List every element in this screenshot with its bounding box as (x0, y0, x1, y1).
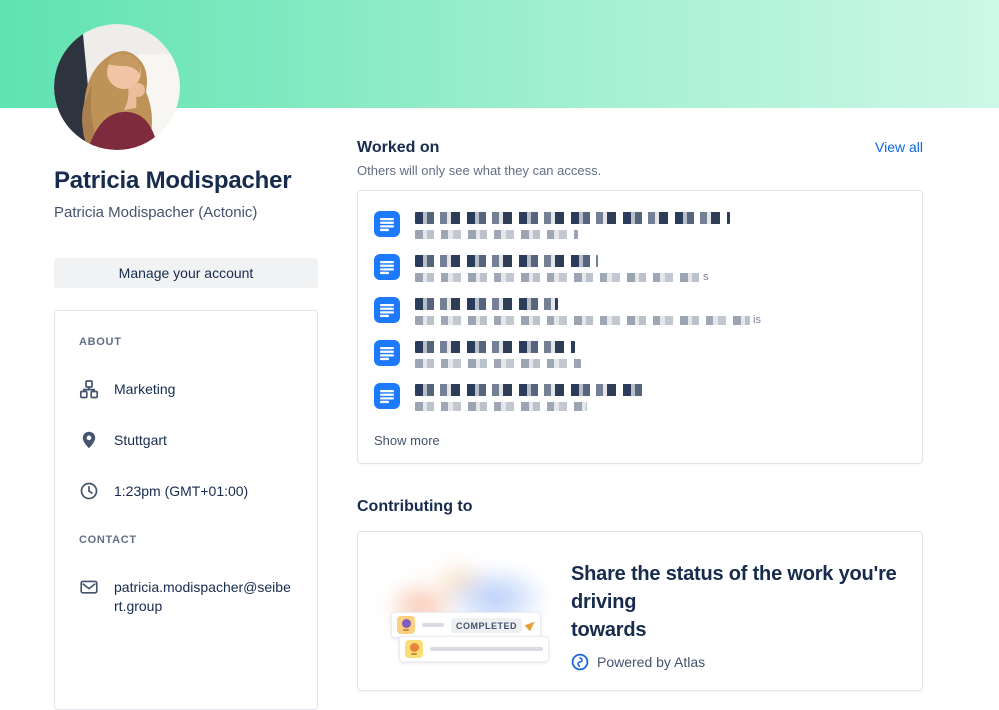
document-icon (374, 297, 400, 323)
worked-on-item[interactable] (358, 211, 922, 239)
worked-on-item[interactable] (358, 383, 922, 411)
mini-avatar-icon (405, 640, 423, 658)
contributing-to-card: COMPLETED Share the status of the work y… (357, 531, 923, 691)
worked-on-card: s is (357, 190, 923, 464)
redacted-item-text (415, 383, 906, 411)
redacted-subtitle (415, 316, 750, 325)
atlas-promo-illustration: COMPLETED (377, 546, 562, 676)
heading-line-1: Share the status of the work you're driv… (571, 563, 897, 613)
atlas-promo-heading: Share the status of the work you're driv… (571, 560, 898, 644)
redacted-title (415, 212, 730, 224)
redacted-title (415, 341, 575, 353)
redacted-subtitle (415, 273, 700, 282)
status-badge: COMPLETED (450, 617, 522, 633)
time-icon (79, 481, 99, 501)
progress-line (430, 647, 543, 651)
department-icon (79, 379, 99, 399)
email-value: patricia.modispacher@seibert.group (114, 579, 291, 614)
redacted-subtitle-suffix: is (753, 314, 761, 326)
about-row-department: Marketing (79, 379, 293, 399)
about-card: ABOUT Marketing Stuttgart (54, 310, 318, 710)
location-value: Stuttgart (114, 432, 167, 448)
profile-nickname: Patricia Modispacher (Actonic) (54, 204, 258, 221)
profile-name: Patricia Modispacher (54, 167, 292, 194)
profile-main: Worked on View all Others will only see … (357, 0, 923, 691)
redacted-title (415, 384, 647, 396)
view-all-link[interactable]: View all (875, 139, 923, 155)
redacted-item-text (415, 211, 906, 239)
party-popper-icon (524, 618, 538, 632)
department-value: Marketing (114, 381, 176, 397)
contact-section-label: CONTACT (79, 534, 137, 546)
redacted-item-text (415, 340, 906, 368)
about-row-time: 1:23pm (GMT+01:00) (79, 481, 293, 501)
about-section-label: ABOUT (79, 336, 122, 348)
document-icon (374, 383, 400, 409)
powered-by-label: Powered by Atlas (597, 654, 706, 670)
worked-on-item[interactable] (358, 340, 922, 368)
worked-on-item[interactable]: s (358, 254, 922, 283)
email-icon (79, 577, 99, 597)
powered-by-atlas-link[interactable]: Powered by Atlas (571, 653, 898, 671)
contributing-to-title: Contributing to (357, 498, 473, 515)
progress-line (422, 623, 444, 627)
profile-sidebar: Patricia Modispacher Patricia Modispache… (54, 0, 318, 710)
crystal-ball-icon (397, 616, 415, 634)
local-time-value: 1:23pm (GMT+01:00) (114, 483, 249, 499)
avatar (54, 24, 180, 150)
redacted-subtitle (415, 402, 587, 411)
atlas-icon (571, 653, 589, 671)
worked-on-title: Worked on (357, 139, 440, 156)
worked-on-list: s is (358, 211, 922, 411)
status-strip-completed: COMPLETED (391, 612, 541, 638)
worked-on-header: Worked on View all (357, 139, 923, 157)
redacted-item-text: s (415, 254, 906, 283)
worked-on-subtitle: Others will only see what they can acces… (357, 163, 602, 178)
redacted-subtitle (415, 359, 581, 368)
avatar-photo-illustration (54, 24, 180, 150)
redacted-title (415, 255, 598, 267)
redacted-subtitle (415, 230, 578, 239)
document-icon (374, 340, 400, 366)
about-row-location: Stuttgart (79, 430, 293, 450)
redacted-title (415, 298, 558, 310)
manage-account-button[interactable]: Manage your account (54, 258, 318, 288)
redacted-subtitle-suffix: s (703, 271, 709, 283)
heading-line-2: towards (571, 619, 647, 641)
status-strip-secondary (399, 636, 549, 662)
location-icon (79, 430, 99, 450)
document-icon (374, 254, 400, 280)
document-icon (374, 211, 400, 237)
atlas-promo-text: Share the status of the work you're driv… (571, 556, 898, 676)
atlas-promo: COMPLETED Share the status of the work y… (358, 532, 922, 676)
show-more-link[interactable]: Show more (374, 433, 440, 448)
about-row-email: patricia.modispacher@seibert.group (79, 577, 293, 616)
redacted-item-text: is (415, 297, 906, 326)
worked-on-item[interactable]: is (358, 297, 922, 326)
